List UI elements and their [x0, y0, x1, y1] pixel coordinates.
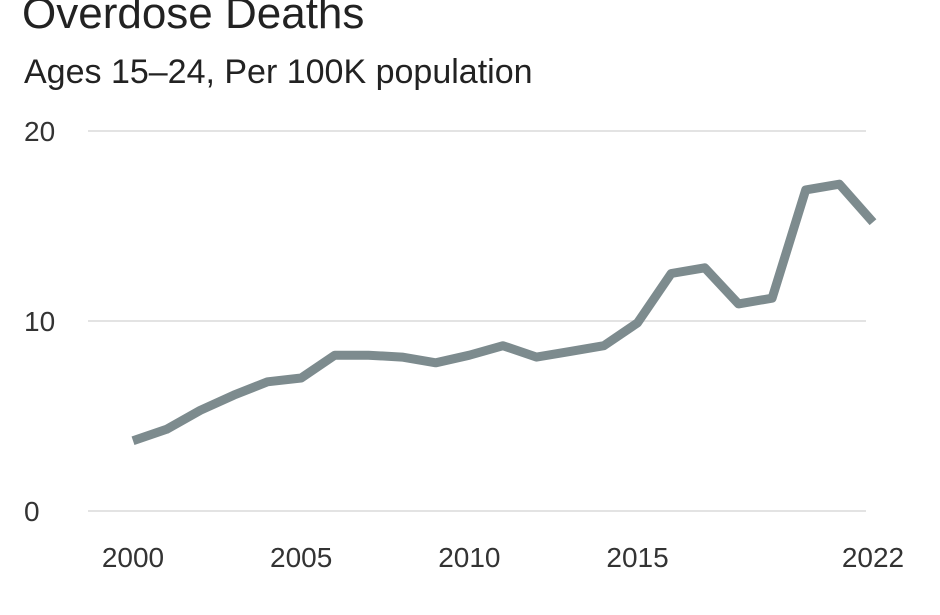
x-tick-label: 2010	[438, 542, 500, 573]
chart-subtitle: Ages 15–24, Per 100K population	[24, 53, 533, 91]
series-line	[131, 179, 877, 445]
x-tick-label: 2005	[270, 542, 332, 573]
y-tick-label: 0	[24, 496, 40, 527]
y-tick-label: 10	[24, 306, 55, 337]
gridlines	[88, 130, 866, 512]
x-tick-label: 2015	[606, 542, 668, 573]
series-layer	[131, 179, 877, 445]
y-tick-label: 20	[24, 116, 55, 147]
x-tick-label: 2022	[842, 542, 904, 573]
x-tick-label: 2000	[102, 542, 164, 573]
chart-title: Overdose Deaths	[22, 0, 365, 38]
x-axis-ticks: 2000 2005 2010 2015 2022	[102, 542, 904, 573]
y-axis-ticks: 0 10 20	[24, 116, 55, 527]
